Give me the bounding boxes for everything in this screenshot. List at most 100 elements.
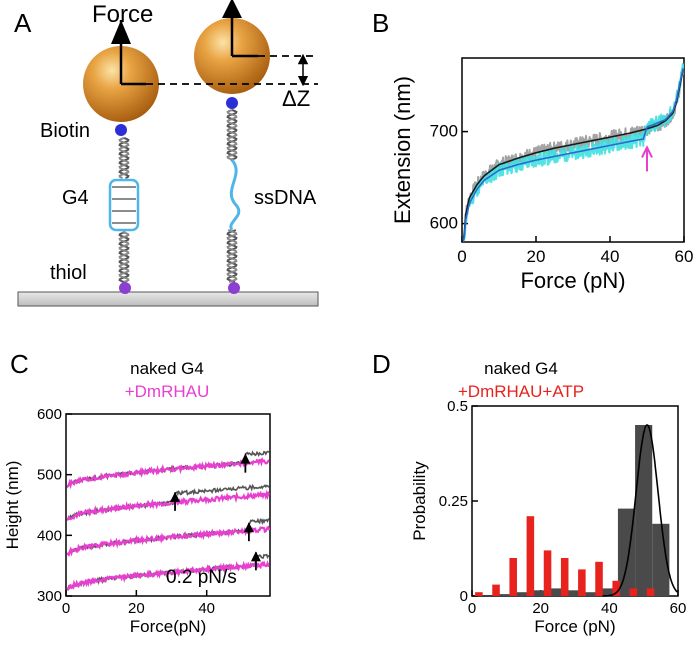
x-tick-label: 20 xyxy=(527,247,546,266)
panel-letter-a: A xyxy=(14,8,32,38)
trace-dmrhau xyxy=(66,560,270,590)
dna-tether-right xyxy=(226,109,241,283)
dna-strand xyxy=(226,109,238,283)
biotin-dot-left xyxy=(115,124,127,136)
thiol-dot-left xyxy=(119,282,131,294)
bar-dmrhau-atp xyxy=(629,588,638,596)
legend-dmrhau-c: +DmRHAU xyxy=(125,382,210,401)
panel-letter-d: D xyxy=(372,349,391,379)
y-tick-label: 500 xyxy=(37,467,62,484)
bar-naked-g4 xyxy=(549,588,567,596)
trace-dmrhau xyxy=(66,489,270,521)
bar-dmrhau-atp xyxy=(612,580,620,596)
panel-d: D naked G4 +DmRHAU+ATP 0 20 40 60 0 0.25 0.5 Fo… xyxy=(372,349,686,636)
thiol-label: thiol xyxy=(50,262,87,284)
bar-dmrhau-atp xyxy=(595,561,603,596)
force-label: Force xyxy=(92,1,153,28)
x-tick-label: 0 xyxy=(457,247,466,266)
y-tick-label: 0 xyxy=(460,588,468,605)
bar-naked-g4 xyxy=(617,508,636,596)
g4-label: G4 xyxy=(62,187,89,209)
bar-dmrhau-atp xyxy=(526,516,535,596)
plot-b-traces xyxy=(462,62,684,242)
force-arrowhead-left xyxy=(111,20,131,44)
y-axis-title: Extension (nm) xyxy=(390,76,415,224)
trace-dmrhau xyxy=(66,456,270,490)
bar-naked-g4 xyxy=(514,592,533,596)
y-tick-label: 300 xyxy=(37,588,62,605)
trace-dmrhau xyxy=(66,524,270,557)
bar-naked-g4 xyxy=(635,425,653,596)
panel-c: C naked G4 +DmRHAU 0 20 40 300 400 500 600 Forc… xyxy=(3,349,271,636)
force-arrowhead-right xyxy=(222,0,242,18)
bar-naked-g4 xyxy=(497,594,515,596)
bar-dmrhau-atp xyxy=(509,558,517,596)
rate-label: 0.2 pN/s xyxy=(166,567,237,588)
x-tick-label: 60 xyxy=(670,600,687,617)
legend-atp-d: +DmRHAU+ATP xyxy=(458,382,584,401)
glass-surface xyxy=(17,291,319,307)
y-tick-label: 0.25 xyxy=(439,493,468,510)
bar-dmrhau-atp xyxy=(560,558,569,596)
dna-tether-left xyxy=(108,137,140,283)
delta-z-label: ΔZ xyxy=(282,86,310,111)
bar-dmrhau-atp xyxy=(543,550,552,596)
bar-naked-g4 xyxy=(600,588,618,596)
panel-a: A Force ΔZ Biotin G4 ssDNA thiol xyxy=(14,0,319,307)
bar-naked-g4 xyxy=(652,523,670,596)
x-tick-label: 20 xyxy=(532,600,549,617)
panel-letter-c: C xyxy=(10,349,29,379)
x-tick-label: 40 xyxy=(601,247,620,266)
legend-naked-g4-d: naked G4 xyxy=(484,359,558,378)
ssdna-label: ssDNA xyxy=(254,187,317,209)
series-dmrhau-mean xyxy=(462,68,684,242)
x-tick-label: 40 xyxy=(601,600,618,617)
bar-naked-g4 xyxy=(532,590,550,596)
dna-strand xyxy=(118,137,130,283)
legend-naked-g4-c: naked G4 xyxy=(130,359,204,378)
panel-letter-b: B xyxy=(372,8,389,38)
step-arrowhead xyxy=(240,453,251,464)
step-arrowhead xyxy=(170,491,181,502)
panel-b: B 0 20 40 60 600 700 Force (pN) Extension (nm) xyxy=(372,8,693,293)
g4-outline xyxy=(108,178,140,232)
plot-c-traces xyxy=(66,450,270,592)
y-tick-label: 600 xyxy=(430,214,458,233)
trace-naked-g4 xyxy=(66,483,270,521)
bar-dmrhau-atp xyxy=(492,584,500,596)
g-quadruplex-icon xyxy=(108,178,140,232)
x-tick-label: 20 xyxy=(128,600,145,617)
dna-strand xyxy=(226,109,238,283)
plot-frame xyxy=(65,413,271,597)
bar-dmrhau-atp xyxy=(578,569,586,596)
x-axis-title: Force (pN) xyxy=(520,268,625,293)
bar-naked-g4 xyxy=(566,590,584,596)
gaussian-fit xyxy=(602,424,678,597)
x-axis-title: Force (pN) xyxy=(534,617,615,636)
plot-d: 0 20 40 60 0 0.25 0.5 Force (pN) Probability xyxy=(410,398,686,636)
bar-naked-g4 xyxy=(583,592,601,596)
thiol-dot-right xyxy=(228,282,240,294)
x-tick-label: 40 xyxy=(198,600,215,617)
series-dmrhau-band xyxy=(462,62,684,240)
y-tick-label: 600 xyxy=(37,406,62,423)
x-tick-label: 60 xyxy=(675,247,694,266)
x-tick-label: 0 xyxy=(62,600,70,617)
step-arrowhead xyxy=(243,522,254,533)
plot-c: 0 20 40 300 400 500 600 Force(pN) Height (nm) 0.2… xyxy=(3,406,271,636)
y-axis-title: Probability xyxy=(410,461,429,541)
biotin-dot-right xyxy=(226,97,238,109)
plot-b: 0 20 40 60 600 700 Force (pN) Extension (nm) xyxy=(390,57,694,293)
y-tick-label: 700 xyxy=(430,122,458,141)
y-tick-label: 0.5 xyxy=(447,398,468,415)
x-axis-title: Force(pN) xyxy=(130,617,207,636)
plot-frame xyxy=(461,57,685,243)
bar-dmrhau-atp xyxy=(475,592,483,596)
biotin-label: Biotin xyxy=(40,120,90,142)
y-axis-title: Height (nm) xyxy=(3,461,22,550)
bar-dmrhau-atp xyxy=(646,588,655,596)
step-arrowhead xyxy=(250,551,261,562)
unfolding-arrowhead xyxy=(641,145,653,158)
x-tick-label: 0 xyxy=(468,600,476,617)
